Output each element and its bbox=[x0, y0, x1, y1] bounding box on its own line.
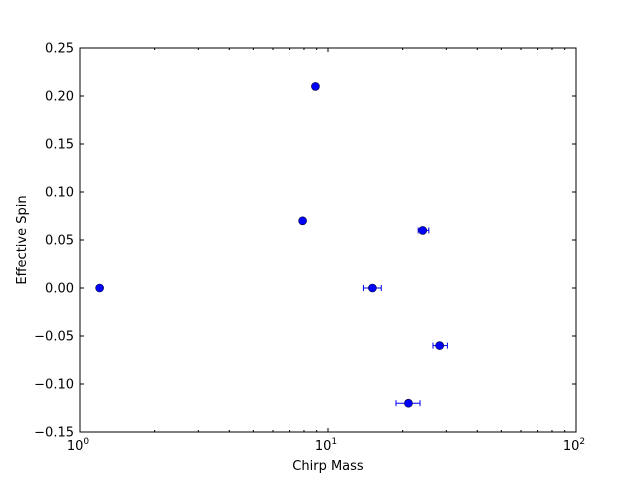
x-tick-label: 100 bbox=[67, 437, 90, 454]
y-tick-label: 0.15 bbox=[45, 138, 74, 153]
y-tick-label: 0.05 bbox=[45, 234, 74, 249]
point-marker bbox=[435, 341, 444, 350]
point-marker bbox=[311, 82, 320, 91]
data-point bbox=[362, 283, 382, 293]
data-point bbox=[95, 283, 104, 293]
y-tick-label: 0.10 bbox=[45, 186, 74, 201]
point-marker bbox=[404, 398, 413, 408]
y-axis-ticks: −0.15 −0.10 −0.05 0.00 0.05 0.10 0.15 0.20 0.25 bbox=[34, 42, 576, 441]
x-axis-label: Chirp Mass bbox=[292, 459, 364, 474]
y-axis-label: Effective Spin bbox=[15, 195, 30, 284]
y-tick-label: 0.20 bbox=[45, 90, 74, 105]
x-tick-label: 102 bbox=[563, 437, 585, 454]
data-points bbox=[95, 82, 448, 408]
y-tick-label: 0.25 bbox=[45, 42, 74, 57]
y-tick-label: −0.15 bbox=[34, 426, 74, 441]
data-point bbox=[298, 216, 307, 226]
data-point bbox=[432, 341, 448, 350]
point-marker bbox=[368, 283, 377, 293]
y-tick-label: 0.00 bbox=[45, 282, 74, 297]
data-point bbox=[311, 82, 320, 91]
point-marker bbox=[298, 216, 307, 226]
x-tick-label: 101 bbox=[315, 437, 337, 454]
point-marker bbox=[95, 283, 104, 293]
data-point bbox=[417, 226, 430, 235]
y-tick-label: −0.05 bbox=[34, 330, 74, 345]
point-marker bbox=[418, 226, 428, 235]
plot-frame bbox=[79, 47, 577, 433]
plot-background bbox=[80, 48, 576, 432]
data-point bbox=[395, 398, 421, 408]
y-tick-label: −0.10 bbox=[34, 378, 74, 393]
